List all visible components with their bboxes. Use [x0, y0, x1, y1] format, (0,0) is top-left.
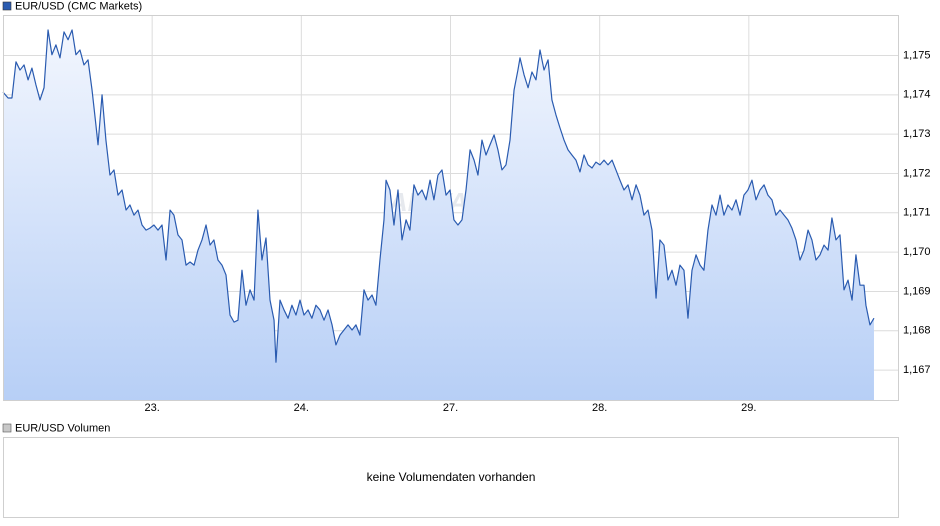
y-tick-label: 1,169 — [903, 285, 931, 297]
price-area — [3, 29, 874, 400]
y-tick-label: 1,172 — [903, 167, 931, 179]
legend-swatch — [2, 1, 12, 11]
y-tick-label: 1,170 — [903, 246, 931, 258]
x-tick-label: 29. — [741, 402, 756, 414]
x-tick-label: 23. — [145, 402, 160, 414]
volume-frame — [3, 437, 899, 518]
y-tick-label: 1,168 — [903, 325, 931, 337]
price-line — [2, 29, 875, 363]
y-tick-label: 1,175 — [903, 49, 931, 61]
plot-frame — [3, 15, 899, 401]
x-tick-label: 28. — [592, 402, 607, 414]
y-tick-label: 1,167 — [903, 364, 931, 376]
y-tick-label: 1,171 — [903, 207, 931, 219]
legend-label: EUR/USD (CMC Markets) — [15, 0, 142, 12]
x-tick-label: 24. — [294, 402, 309, 414]
y-tick-label: 1,173 — [903, 128, 931, 140]
y-tick-label: 1,174 — [903, 89, 931, 101]
legend-label: EUR/USD Volumen — [15, 422, 110, 434]
plot-area: ARIVA.DE — [2, 15, 898, 400]
legend-swatch — [2, 423, 12, 433]
empty-message: keine Volumendaten vorhanden — [367, 470, 536, 484]
x-tick-label: 27. — [443, 402, 458, 414]
